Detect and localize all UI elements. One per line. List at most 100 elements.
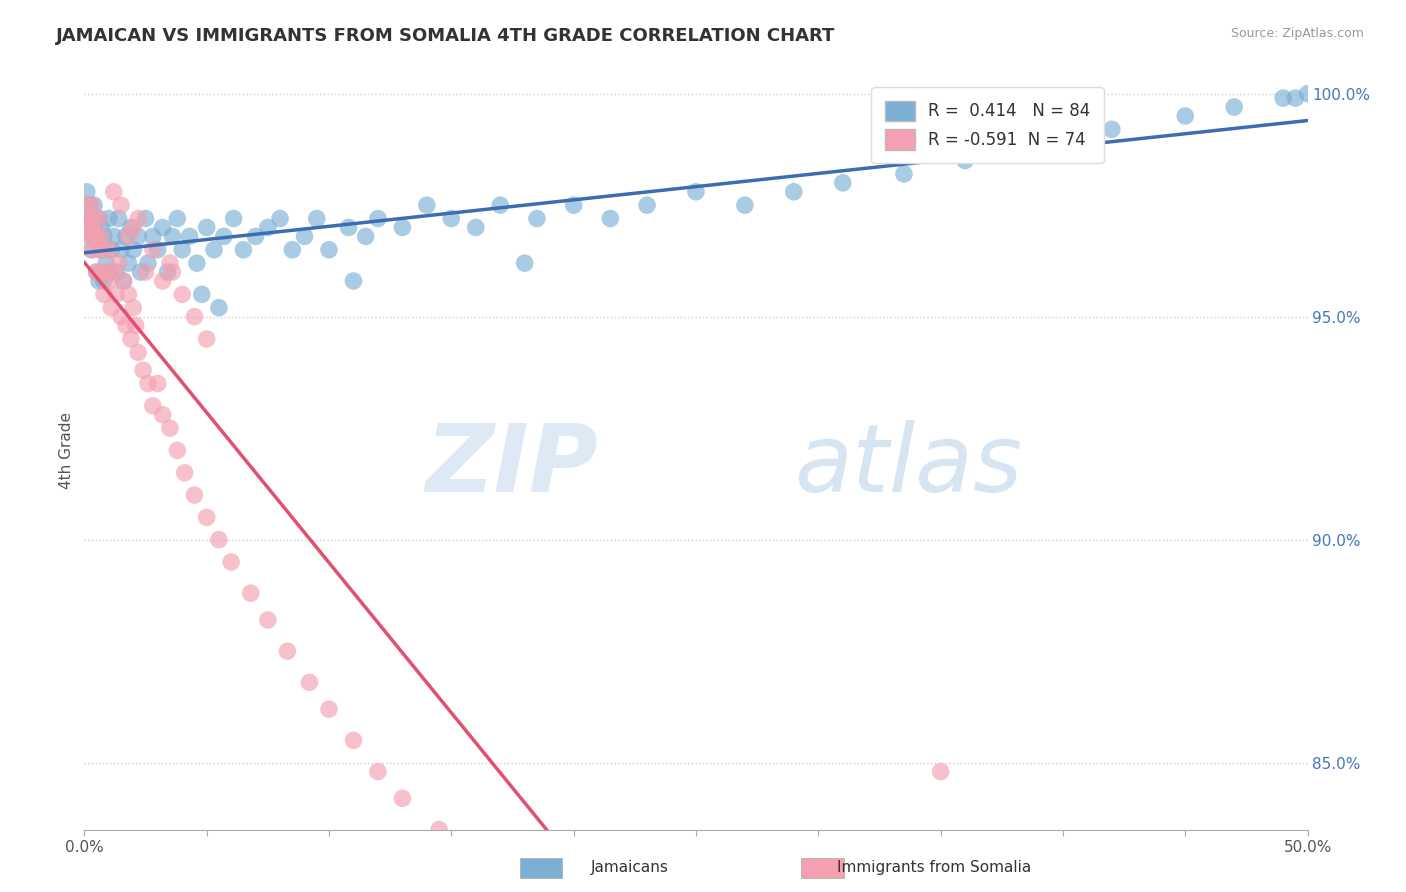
Point bbox=[127, 229, 149, 244]
Point bbox=[100, 301, 122, 315]
Point bbox=[122, 243, 145, 257]
Point bbox=[195, 220, 218, 235]
Point bbox=[87, 211, 110, 226]
Point bbox=[80, 243, 103, 257]
Point bbox=[179, 229, 201, 244]
Point bbox=[112, 274, 135, 288]
Point bbox=[173, 466, 195, 480]
Point bbox=[152, 220, 174, 235]
Point bbox=[77, 211, 100, 226]
Point bbox=[464, 854, 486, 868]
Point bbox=[269, 211, 291, 226]
Point bbox=[391, 220, 413, 235]
Point bbox=[191, 287, 214, 301]
Point bbox=[76, 198, 98, 212]
Point bbox=[83, 198, 105, 212]
Point bbox=[87, 211, 110, 226]
Point bbox=[76, 185, 98, 199]
Point bbox=[354, 229, 377, 244]
Point bbox=[100, 243, 122, 257]
Point bbox=[146, 243, 169, 257]
Text: Immigrants from Somalia: Immigrants from Somalia bbox=[837, 860, 1031, 874]
Point bbox=[440, 211, 463, 226]
Point bbox=[97, 265, 120, 279]
Point bbox=[90, 243, 112, 257]
Point bbox=[115, 318, 138, 333]
Point bbox=[166, 211, 188, 226]
Point bbox=[195, 332, 218, 346]
Point bbox=[110, 198, 132, 212]
Point bbox=[76, 220, 98, 235]
Point bbox=[172, 287, 194, 301]
Point bbox=[893, 167, 915, 181]
Point bbox=[142, 399, 165, 413]
Point bbox=[526, 211, 548, 226]
Point bbox=[636, 198, 658, 212]
Point bbox=[294, 229, 316, 244]
Point bbox=[80, 211, 103, 226]
Point bbox=[212, 229, 235, 244]
Point bbox=[80, 220, 103, 235]
Point bbox=[120, 332, 142, 346]
Point bbox=[162, 229, 184, 244]
Point bbox=[93, 243, 115, 257]
Point bbox=[186, 256, 208, 270]
Point bbox=[298, 675, 321, 690]
Text: JAMAICAN VS IMMIGRANTS FROM SOMALIA 4TH GRADE CORRELATION CHART: JAMAICAN VS IMMIGRANTS FROM SOMALIA 4TH … bbox=[56, 27, 835, 45]
Point bbox=[117, 256, 139, 270]
Point bbox=[132, 363, 155, 377]
Point bbox=[86, 265, 108, 279]
Point bbox=[97, 243, 120, 257]
Point bbox=[239, 586, 262, 600]
Point bbox=[107, 256, 129, 270]
Point bbox=[245, 229, 267, 244]
Point bbox=[685, 185, 707, 199]
Point bbox=[162, 265, 184, 279]
Point bbox=[367, 764, 389, 779]
Point bbox=[318, 243, 340, 257]
Point bbox=[93, 287, 115, 301]
Point bbox=[337, 220, 360, 235]
Point bbox=[159, 421, 181, 435]
Point bbox=[127, 345, 149, 359]
Point bbox=[136, 256, 159, 270]
Point bbox=[391, 791, 413, 805]
Point bbox=[77, 198, 100, 212]
Point bbox=[90, 265, 112, 279]
Point bbox=[146, 376, 169, 391]
Point bbox=[342, 274, 364, 288]
Point bbox=[76, 211, 98, 226]
Y-axis label: 4th Grade: 4th Grade bbox=[59, 412, 75, 489]
Point bbox=[513, 256, 536, 270]
Point bbox=[122, 220, 145, 235]
Point bbox=[562, 198, 585, 212]
Point bbox=[103, 265, 125, 279]
Point bbox=[953, 153, 976, 168]
Point bbox=[90, 229, 112, 244]
Point bbox=[195, 510, 218, 524]
Point bbox=[142, 243, 165, 257]
Point bbox=[783, 185, 806, 199]
Point bbox=[120, 220, 142, 235]
Point bbox=[80, 198, 103, 212]
Point bbox=[1174, 109, 1197, 123]
Point bbox=[1101, 122, 1123, 136]
Point bbox=[97, 274, 120, 288]
Point bbox=[87, 243, 110, 257]
Point bbox=[107, 211, 129, 226]
Point bbox=[117, 229, 139, 244]
Point bbox=[232, 243, 254, 257]
Point bbox=[125, 318, 148, 333]
Point bbox=[257, 220, 280, 235]
Point bbox=[136, 376, 159, 391]
Point bbox=[112, 274, 135, 288]
Point bbox=[93, 274, 115, 288]
Point bbox=[117, 287, 139, 301]
Point bbox=[110, 310, 132, 324]
Point bbox=[152, 274, 174, 288]
Point bbox=[93, 229, 115, 244]
Point bbox=[103, 185, 125, 199]
Text: Source: ZipAtlas.com: Source: ZipAtlas.com bbox=[1230, 27, 1364, 40]
Text: Jamaicans: Jamaicans bbox=[591, 860, 668, 874]
Point bbox=[105, 287, 128, 301]
